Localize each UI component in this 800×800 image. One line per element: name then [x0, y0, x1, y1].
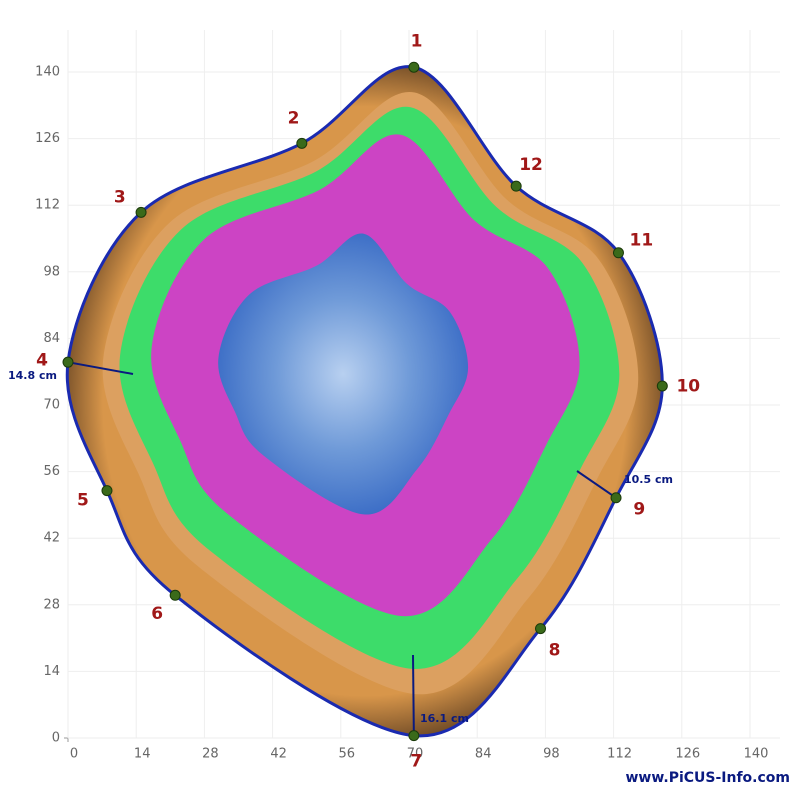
x-tick-label: 70 — [407, 747, 424, 762]
measurement-label: 16.1 cm — [420, 712, 469, 725]
wood-zones — [67, 66, 663, 736]
sensor-label: 1 — [411, 31, 423, 51]
sensor-label: 10 — [676, 377, 700, 397]
x-tick-label: 84 — [475, 747, 492, 762]
sensor-label: 7 — [410, 752, 422, 772]
sensor-label: 12 — [519, 155, 543, 175]
measurement-label: 14.8 cm — [8, 369, 57, 382]
x-tick-label: 56 — [339, 747, 356, 762]
sensor-label: 3 — [114, 187, 126, 207]
sensor-label: 6 — [151, 604, 163, 624]
sensor-label: 9 — [633, 499, 645, 519]
sensor — [296, 137, 308, 149]
x-tick-label: 42 — [270, 747, 287, 762]
y-tick-label: 56 — [43, 464, 60, 479]
sensor — [510, 180, 522, 192]
x-tick-label: 98 — [543, 747, 560, 762]
sensor — [135, 206, 147, 218]
y-tick-label: 70 — [43, 398, 60, 413]
sensor — [408, 61, 420, 73]
sensor — [62, 356, 74, 368]
y-tick-label: 112 — [35, 198, 60, 213]
sensor — [101, 485, 113, 497]
sensor — [169, 589, 181, 601]
y-tick-label: 84 — [43, 331, 60, 346]
y-tick-label: 0 — [52, 731, 60, 746]
sensor — [656, 380, 668, 392]
sensor — [612, 247, 624, 259]
y-tick-label: 42 — [43, 531, 60, 546]
measurement-line — [576, 470, 617, 499]
x-tick-label: 14 — [134, 747, 151, 762]
footer: www.PiCUS-Info.com — [625, 770, 790, 786]
x-tick-label: 112 — [607, 747, 632, 762]
y-tick-label: 98 — [43, 264, 60, 279]
y-tick-label: 140 — [35, 65, 60, 80]
blue-zone — [218, 233, 469, 515]
measurement-line — [412, 654, 415, 736]
y-tick-label: 14 — [43, 664, 60, 679]
y-tick-label: 126 — [35, 131, 60, 146]
sensor-label: 8 — [549, 640, 561, 660]
sensor-label: 4 — [36, 351, 48, 371]
sensor-label: 2 — [288, 109, 300, 129]
x-tick-label: 28 — [202, 747, 219, 762]
y-tick-label: 28 — [43, 597, 60, 612]
sensor — [408, 730, 420, 742]
sensor-label: 11 — [630, 230, 654, 250]
x-tick-label: 140 — [744, 747, 769, 762]
sensor-label: 5 — [77, 490, 89, 510]
x-tick-label: 126 — [675, 747, 700, 762]
x-tick-label: 0 — [70, 747, 78, 762]
sensor — [535, 623, 547, 635]
measurement-label: 10.5 cm — [624, 473, 673, 486]
measurement-line — [67, 361, 134, 375]
sensor — [610, 492, 622, 504]
